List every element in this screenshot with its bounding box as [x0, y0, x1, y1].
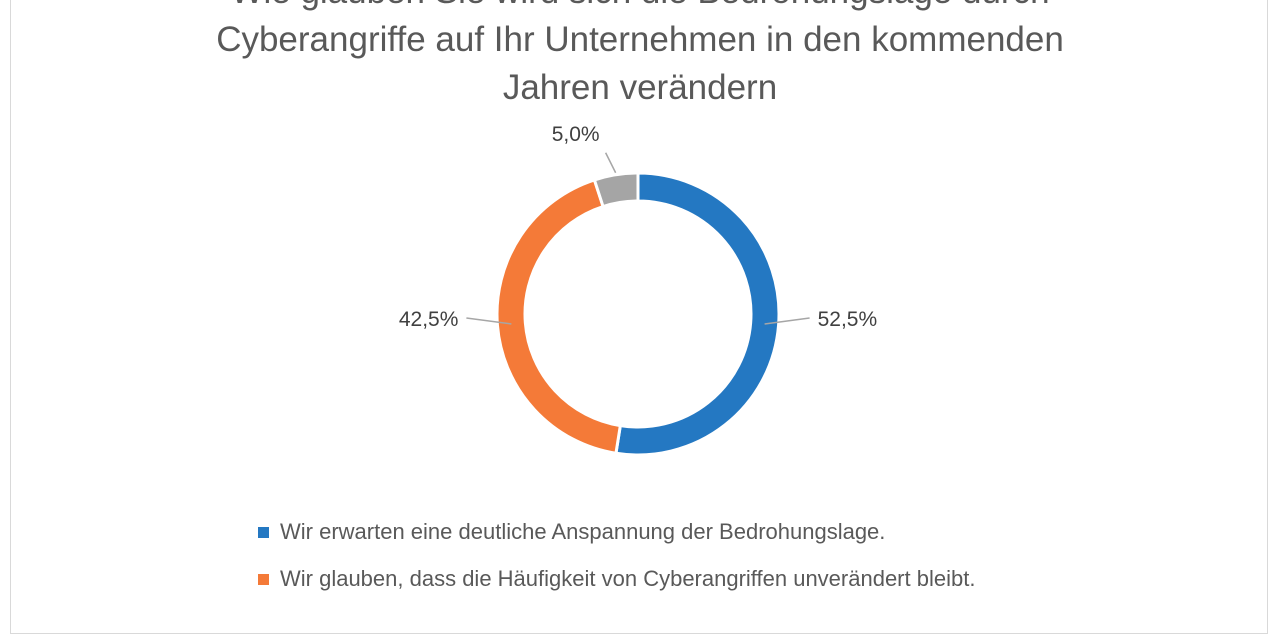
- data-label: 42,5%: [399, 308, 459, 331]
- data-label: 52,5%: [818, 308, 878, 331]
- legend-swatch: [258, 573, 269, 585]
- donut-slice: [614, 171, 781, 457]
- chart-area: [10, 0, 1268, 634]
- donut-slice: [495, 178, 623, 455]
- legend-item: Wir erwarten eine deutliche Anspannung d…: [258, 519, 975, 544]
- legend-label: Wir glauben, dass die Häufigkeit von Cyb…: [280, 566, 976, 591]
- chart-title-line: Jahren verändern: [502, 68, 778, 107]
- legend-label: Wir erwarten eine deutliche Anspannung d…: [280, 519, 886, 544]
- leader-line: [604, 152, 617, 174]
- donut-chart: 52,5% 42,5% 5,0%: [399, 123, 878, 457]
- leader-line: [466, 317, 512, 325]
- chart-title-line: Cyberangriffe auf Ihr Unternehmen in den…: [216, 20, 1064, 59]
- legend: Wir erwarten eine deutliche Anspannung d…: [258, 519, 976, 614]
- legend-item: Wir glauben, dass die Häufigkeit von Cyb…: [258, 566, 976, 591]
- leader-line: [764, 317, 810, 325]
- chart-title-line: Wie glauben Sie wird sich die Bedrohungs…: [0, 0, 1280, 16]
- donut-slice: [592, 171, 640, 209]
- legend-swatch: [258, 526, 269, 538]
- data-label: 5,0%: [552, 123, 600, 146]
- chart-title: Wie glauben Sie wird sich die Bedrohungs…: [0, 0, 1280, 112]
